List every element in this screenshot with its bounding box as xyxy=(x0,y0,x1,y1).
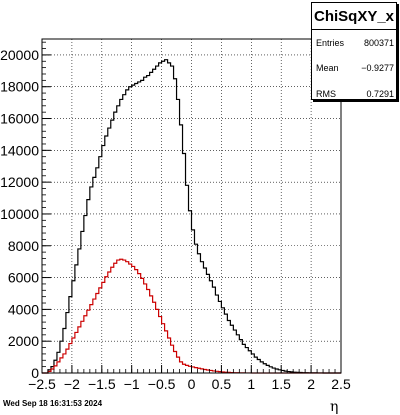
y-tick-label: 2000 xyxy=(8,333,39,349)
histogram-series xyxy=(42,59,341,374)
x-axis-title: η xyxy=(330,399,339,415)
stats-box: ChiSqXY_x Entries 800371 Mean −0.9277 RM… xyxy=(311,2,397,100)
y-tick-label: 12000 xyxy=(0,174,39,190)
y-tick-label: 4000 xyxy=(8,301,39,317)
x-axis: −2.5 −2 −1.5 −1 −0.5 0 0.5 1 1.5 2 2.5 xyxy=(28,365,351,392)
x-tick-label: 2 xyxy=(307,376,315,392)
y-tick-label: 14000 xyxy=(0,142,39,158)
x-tick-label: 2.5 xyxy=(331,376,351,392)
x-tick-label: −2 xyxy=(64,376,80,392)
stats-row-entries: Entries 800371 xyxy=(316,36,394,50)
stats-value-mean: −0.9277 xyxy=(361,63,394,73)
y-tick-label: 10000 xyxy=(0,206,39,222)
stats-row-mean: Mean −0.9277 xyxy=(316,61,394,75)
x-tick-label: −2.5 xyxy=(28,376,56,392)
y-axis: 0 2000 4000 6000 8000 10000 12000 14000 16000 180… xyxy=(0,41,51,381)
y-tick-label: 8000 xyxy=(8,238,39,254)
x-tick-label: 1 xyxy=(247,376,255,392)
y-tick-label: 16000 xyxy=(0,111,39,127)
stats-label-entries: Entries xyxy=(316,38,345,48)
y-tick-label: 20000 xyxy=(0,47,39,63)
stats-row-rms: RMS 0.7291 xyxy=(316,87,394,101)
grid-lines xyxy=(42,39,341,373)
x-tick-label: −0.5 xyxy=(148,376,176,392)
stats-value-rms: 0.7291 xyxy=(366,89,394,99)
histogram-line-0 xyxy=(42,59,341,374)
stats-label-rms: RMS xyxy=(316,89,336,99)
y-tick-label: 6000 xyxy=(8,270,39,286)
y-tick-label: 18000 xyxy=(0,79,39,95)
y-tick-label: 0 xyxy=(31,365,39,381)
x-tick-label: −1 xyxy=(124,376,140,392)
stats-label-mean: Mean xyxy=(316,63,339,73)
stats-value-entries: 800371 xyxy=(363,38,394,48)
x-tick-label: 0 xyxy=(188,376,196,392)
x-tick-label: −1.5 xyxy=(88,376,116,392)
x-tick-label: 0.5 xyxy=(212,376,232,392)
stats-title: ChiSqXY_x xyxy=(312,3,396,30)
timestamp-footer: Wed Sep 18 16:31:53 2024 xyxy=(3,399,103,408)
x-tick-label: 1.5 xyxy=(271,376,291,392)
